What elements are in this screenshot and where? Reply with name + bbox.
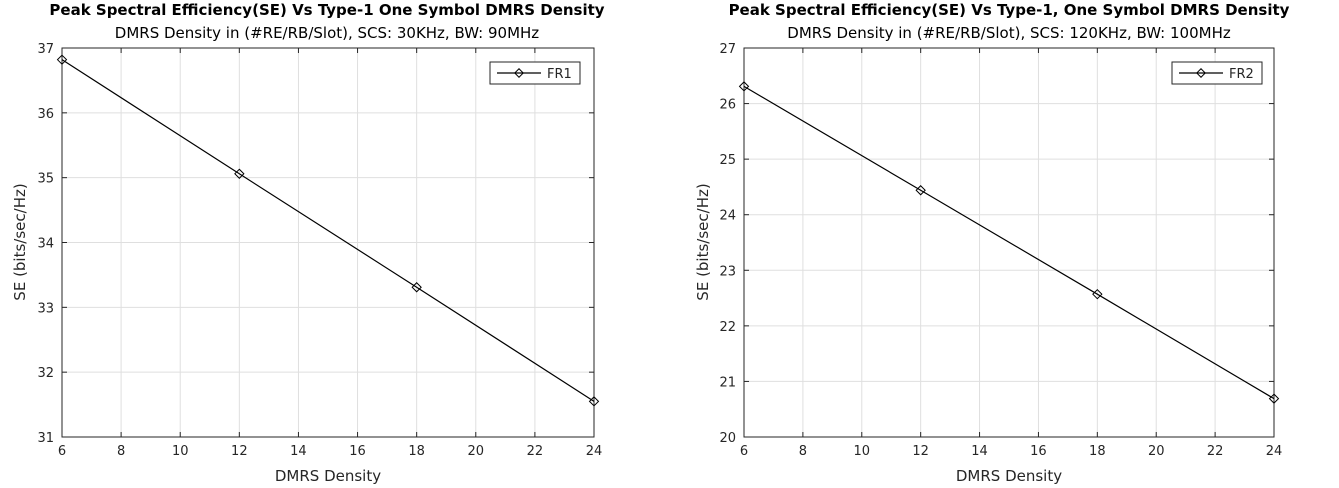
x-tick-label: 6 bbox=[58, 444, 66, 459]
y-axis-label: SE (bits/sec/Hz) bbox=[11, 183, 29, 300]
legend-diamond-marker-icon bbox=[514, 68, 524, 78]
x-tick-label: 22 bbox=[1207, 444, 1224, 459]
y-tick-label: 25 bbox=[719, 153, 736, 168]
x-tick-label: 10 bbox=[172, 444, 189, 459]
data-point-marker bbox=[915, 185, 926, 196]
chart-fr1: Peak Spectral Efficiency(SE) Vs Type-1 O… bbox=[11, 1, 605, 485]
y-tick-label: 26 bbox=[719, 98, 736, 113]
chart-title: Peak Spectral Efficiency(SE) Vs Type-1 O… bbox=[49, 1, 604, 19]
legend: FR1 bbox=[489, 61, 581, 85]
legend-label-fr2: FR2 bbox=[1229, 67, 1254, 82]
x-tick-label: 18 bbox=[408, 444, 425, 459]
data-point-marker bbox=[411, 282, 422, 293]
legend: FR2 bbox=[1171, 61, 1263, 85]
x-tick-label: 12 bbox=[912, 444, 929, 459]
x-tick-label: 24 bbox=[586, 444, 603, 459]
y-tick-label: 21 bbox=[719, 375, 736, 390]
y-tick-label: 24 bbox=[719, 209, 736, 224]
data-point-marker bbox=[56, 54, 68, 65]
x-tick-label: 14 bbox=[290, 444, 307, 459]
data-point-marker bbox=[1268, 393, 1280, 404]
series-fr2 bbox=[738, 81, 1280, 404]
plot-area bbox=[61, 47, 595, 438]
x-tick-label: 10 bbox=[854, 444, 871, 459]
x-tick-label: 6 bbox=[740, 444, 748, 459]
x-tick-label: 12 bbox=[231, 444, 248, 459]
data-point-marker bbox=[234, 168, 245, 179]
y-tick-label: 36 bbox=[37, 107, 54, 122]
x-tick-label: 20 bbox=[468, 444, 485, 459]
y-tick-label: 32 bbox=[37, 366, 54, 381]
x-tick-label: 16 bbox=[349, 444, 366, 459]
legend-label-fr1: FR1 bbox=[547, 67, 572, 82]
chart-fr2: Peak Spectral Efficiency(SE) Vs Type-1, … bbox=[694, 1, 1290, 485]
y-tick-label: 35 bbox=[37, 172, 54, 187]
x-tick-label: 8 bbox=[117, 444, 125, 459]
x-tick-labels: 6 8 10 12 14 16 18 20 22 24 bbox=[58, 444, 602, 459]
x-axis-label: DMRS Density bbox=[956, 467, 1062, 485]
grid bbox=[744, 48, 1274, 437]
data-point-marker bbox=[588, 396, 600, 407]
chart-subtitle: DMRS Density in (#RE/RB/Slot), SCS: 30KH… bbox=[115, 24, 540, 42]
y-tick-label: 33 bbox=[37, 301, 54, 316]
x-tick-label: 24 bbox=[1266, 444, 1283, 459]
data-point-marker bbox=[738, 81, 750, 92]
chart-subtitle: DMRS Density in (#RE/RB/Slot), SCS: 120K… bbox=[787, 24, 1231, 42]
y-tick-label: 20 bbox=[719, 431, 736, 446]
x-tick-label: 20 bbox=[1148, 444, 1165, 459]
y-tick-labels: 31 32 33 34 35 36 37 bbox=[37, 42, 54, 446]
plot-area bbox=[743, 47, 1275, 438]
y-tick-label: 37 bbox=[37, 42, 54, 57]
x-tick-label: 14 bbox=[971, 444, 988, 459]
legend-diamond-marker-icon bbox=[1196, 68, 1206, 78]
y-tick-label: 27 bbox=[719, 42, 736, 57]
chart-title: Peak Spectral Efficiency(SE) Vs Type-1, … bbox=[729, 1, 1290, 19]
y-tick-label: 22 bbox=[719, 320, 736, 335]
x-tick-label: 22 bbox=[527, 444, 544, 459]
y-tick-labels: 20 21 22 23 24 25 26 27 bbox=[719, 42, 736, 446]
y-tick-label: 31 bbox=[37, 431, 54, 446]
data-point-marker bbox=[1092, 288, 1103, 300]
grid bbox=[62, 48, 594, 437]
y-tick-label: 23 bbox=[719, 264, 736, 279]
series-line bbox=[61, 59, 595, 402]
x-axis-label: DMRS Density bbox=[275, 467, 381, 485]
series-line bbox=[743, 85, 1275, 400]
x-tick-label: 8 bbox=[799, 444, 807, 459]
x-tick-label: 16 bbox=[1030, 444, 1047, 459]
series-fr1 bbox=[56, 54, 600, 407]
y-tick-label: 34 bbox=[37, 237, 54, 252]
y-axis-label: SE (bits/sec/Hz) bbox=[694, 183, 712, 300]
x-tick-labels: 6 8 10 12 14 16 18 20 22 24 bbox=[740, 444, 1282, 459]
x-tick-label: 18 bbox=[1089, 444, 1106, 459]
